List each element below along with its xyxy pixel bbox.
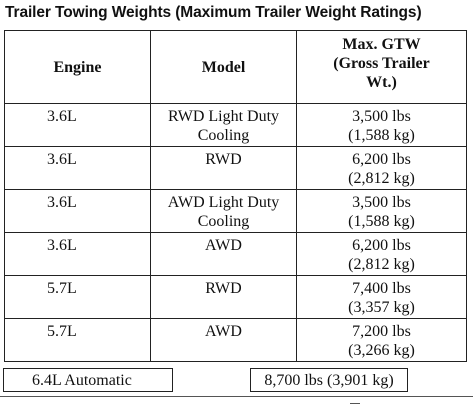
header-gtw-line: Wt.) <box>366 74 397 91</box>
model-cell: RWD Light Duty Cooling <box>150 103 297 147</box>
page-divider <box>0 396 473 397</box>
gtw-cell: 7,400 lbs (3,357 kg) <box>296 275 467 319</box>
gtw-lbs: 6,200 lbs <box>352 237 411 254</box>
table-row: 3.6L AWD 6,200 lbs (2,812 kg) <box>4 232 467 276</box>
header-gtw-line: Max. GTW <box>342 36 421 53</box>
gtw-cell: 6,200 lbs (2,812 kg) <box>296 146 467 190</box>
header-gtw-line: (Gross Trailer <box>333 55 430 72</box>
gtw-lbs: 6,200 lbs <box>352 151 411 168</box>
table-row-partial: 6.4L Automatic 8,700 lbs (3,901 kg) <box>0 366 473 396</box>
model-line: RWD <box>205 280 242 297</box>
engine-cell: 3.6L <box>4 103 151 147</box>
gtw-kg: (1,588 kg) <box>348 213 415 230</box>
towing-weights-table: Engine Model Max. GTW (Gross Trailer Wt.… <box>4 30 467 362</box>
engine-cell: 6.4L Automatic <box>3 368 173 392</box>
gtw-cell: 6,200 lbs (2,812 kg) <box>296 232 467 276</box>
gtw-lbs: 7,200 lbs <box>352 323 411 340</box>
model-line: AWD <box>205 237 242 254</box>
gtw-lbs: 3,500 lbs <box>352 194 411 211</box>
gtw-lbs: 7,400 lbs <box>352 280 411 297</box>
gtw-cell: 3,500 lbs (1,588 kg) <box>296 189 467 233</box>
table-row: 3.6L RWD 6,200 lbs (2,812 kg) <box>4 146 467 190</box>
model-line: RWD Light Duty <box>167 108 280 125</box>
gtw-cell: 3,500 lbs (1,588 kg) <box>296 103 467 147</box>
table-row: 3.6L RWD Light Duty Cooling 3,500 lbs (1… <box>4 103 467 147</box>
model-line: Cooling <box>197 127 250 144</box>
header-engine: Engine <box>4 30 151 104</box>
table-header-row: Engine Model Max. GTW (Gross Trailer Wt.… <box>4 30 467 104</box>
model-cell: RWD <box>150 275 297 319</box>
gtw-cell: 7,200 lbs (3,266 kg) <box>296 318 467 362</box>
gtw-kg: (2,812 kg) <box>348 256 415 273</box>
page-title: Trailer Towing Weights (Maximum Trailer … <box>5 4 422 21</box>
model-line: Cooling <box>197 213 250 230</box>
model-cell: AWD <box>150 232 297 276</box>
table-row: 5.7L AWD 7,200 lbs (3,266 kg) <box>4 318 467 362</box>
model-line: RWD <box>205 151 242 168</box>
engine-cell: 5.7L <box>4 275 151 319</box>
engine-cell: 5.7L <box>4 318 151 362</box>
header-model: Model <box>150 30 297 104</box>
page-divider-fragment <box>350 403 360 404</box>
engine-cell: 3.6L <box>4 146 151 190</box>
gtw-kg: (1,588 kg) <box>348 127 415 144</box>
model-line: AWD <box>205 323 242 340</box>
engine-cell: 3.6L <box>4 232 151 276</box>
gtw-lbs: 3,500 lbs <box>352 108 411 125</box>
model-cell: AWD Light Duty Cooling <box>150 189 297 233</box>
header-max-gtw: Max. GTW (Gross Trailer Wt.) <box>296 30 467 104</box>
table-row: 5.7L RWD 7,400 lbs (3,357 kg) <box>4 275 467 319</box>
model-cell: RWD <box>150 146 297 190</box>
gtw-cell: 8,700 lbs (3,901 kg) <box>250 368 408 392</box>
table-row: 3.6L AWD Light Duty Cooling 3,500 lbs (1… <box>4 189 467 233</box>
model-cell: AWD <box>150 318 297 362</box>
gtw-kg: (3,266 kg) <box>348 342 415 359</box>
gtw-kg: (2,812 kg) <box>348 170 415 187</box>
gtw-kg: (3,357 kg) <box>348 299 415 316</box>
engine-cell: 3.6L <box>4 189 151 233</box>
model-line: AWD Light Duty <box>167 194 280 211</box>
